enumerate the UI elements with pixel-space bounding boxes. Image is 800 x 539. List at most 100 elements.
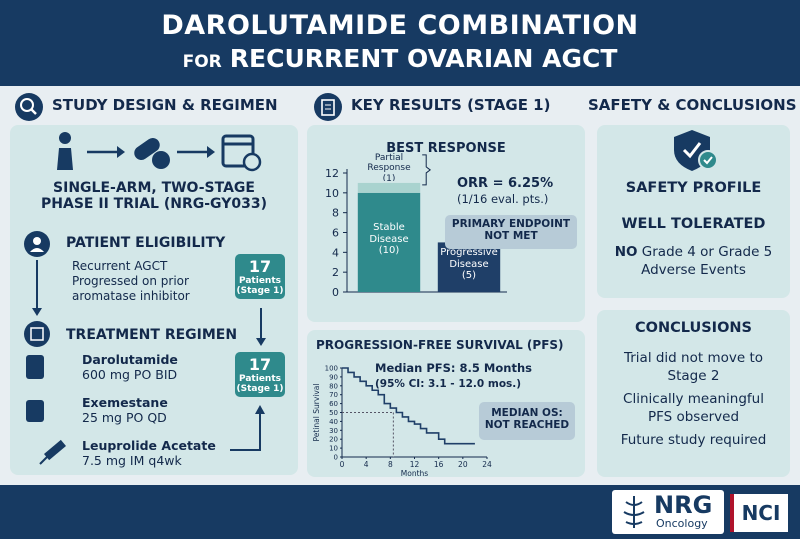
org: NRG (654, 491, 713, 519)
y-tick-label: 6 (332, 227, 339, 240)
syringe-icon (39, 439, 66, 465)
y-tick-label: 60 (329, 400, 338, 408)
y-tick-label: 40 (329, 418, 338, 426)
endpoint-box: PRIMARY ENDPOINT NOT MET (445, 218, 577, 248)
no-emphasis: NO (614, 244, 638, 260)
y-tick-label: 90 (329, 373, 338, 381)
conclusion: Clinically meaningful PFS observed (623, 391, 764, 425)
arrow (256, 308, 266, 346)
shield-icon (674, 130, 718, 171)
segment-label-text: Partial Response (367, 152, 411, 174)
median-pfs: Median PFS: 8.5 Months (375, 361, 532, 375)
bar-label: Stable Disease(10) (358, 222, 420, 266)
subtitle-line: FOR RECURRENT OVARIAN AGCT (0, 44, 800, 73)
survival-curve (342, 367, 475, 445)
y-tick-label: 50 (329, 409, 338, 417)
y-tick-label: 30 (329, 427, 338, 435)
arrow (230, 405, 265, 451)
y-tick-label: 2 (332, 266, 339, 279)
endpoint: PRIMARY ENDPOINT NOT MET (445, 218, 577, 248)
bar-label-box: Progressive Disease (5) (438, 247, 500, 291)
bar-label-box: Stable Disease (10) (358, 222, 420, 266)
badge-label: Patients (Stage 1) (236, 374, 284, 394)
trial-design: SINGLE-ARM, TWO-STAGE PHASE II TRIAL (NRG… (10, 180, 298, 212)
timeline-icons (24, 231, 50, 422)
segment-label-box: Partial Response (1) (354, 153, 424, 181)
bar-chart: BEST RESPONSE 0 2 4 6 8 10 12 Stable Disease(10)… (325, 141, 577, 299)
drug-name: Darolutamide (82, 352, 178, 367)
chart-title: PROGRESSION-FREE SURVIVAL (PFS) (316, 338, 564, 352)
chart-title: BEST RESPONSE (386, 141, 506, 156)
bar-segment (357, 182, 421, 193)
x-label: Months (401, 469, 429, 477)
x-tick-label: 16 (434, 460, 444, 469)
drug-dose: 7.5 mg IM q4wk (82, 453, 182, 468)
conclusion: Trial did not move to Stage 2 (623, 350, 763, 384)
y-tick-label: 4 (332, 246, 339, 259)
events: Grade 4 or Grade 5 Adverse Events (641, 244, 773, 278)
badge-label: Patients (Stage 1) (236, 276, 284, 296)
bar-label: Progressive Disease(5) (438, 247, 500, 291)
eligibility-item: Recurrent AGCT (72, 259, 168, 273)
segment-label: Partial Response(1) (354, 153, 424, 181)
title: DAROLUTAMIDE COMBINATION (161, 10, 639, 41)
regimen-heading: TREATMENT REGIMEN (66, 327, 238, 343)
y-tick-label: 100 (325, 365, 338, 373)
os-box: MEDIAN OS: NOT REACHED (479, 407, 575, 439)
drug: Leuprolide Acetate 7.5 mg IM q4wk (82, 438, 216, 468)
y-label: Petinal Survival (312, 384, 321, 442)
badge-count: 17 (248, 257, 272, 276)
bar-label-text: (10) (378, 245, 400, 257)
os-text: MEDIAN OS: NOT REACHED (484, 407, 570, 432)
subtitle-prefix: FOR (182, 52, 222, 72)
y-tick-label: 8 (332, 207, 339, 220)
trial-line: SINGLE-ARM, TWO-STAGE (53, 180, 255, 196)
conclusions-list: Trial did not move to Stage 2 Clinically… (612, 350, 775, 450)
column-heading: KEY RESULTS (STAGE 1) (351, 96, 551, 114)
y-tick-label: 80 (329, 382, 338, 390)
column-heading: STUDY DESIGN & REGIMEN (52, 96, 278, 114)
y-tick-label: 12 (325, 167, 339, 180)
flow-icons (57, 132, 262, 172)
drug: Exemestane 25 mg PO QD (82, 395, 168, 425)
eligibility-item: Progressed on prior aromatase inhibitor (72, 274, 190, 303)
endpoint-text: PRIMARY ENDPOINT NOT MET (451, 218, 571, 243)
conclusions-panel (597, 310, 790, 477)
y-tick-label: 70 (329, 391, 338, 399)
endpoint-box (445, 215, 577, 249)
os: MEDIAN OS: NOT REACHED (479, 407, 575, 439)
y-tick-label: 0 (334, 454, 338, 462)
segment-label-text: (1) (382, 173, 396, 181)
org-sub: Oncology (656, 517, 708, 530)
drug: Darolutamide 600 mg PO BID (82, 352, 178, 382)
nrg-logo (612, 490, 724, 534)
bar-segment (437, 242, 501, 292)
adverse-events: NO Grade 4 or Grade 5 Adverse Events (605, 244, 782, 279)
x-tick-label: 4 (364, 460, 369, 469)
x-tick-label: 12 (410, 460, 420, 469)
eligibility-list: Recurrent AGCT Progressed on prior aroma… (72, 259, 232, 304)
orr-detail: (1/16 eval. pts.) (457, 192, 548, 206)
y-tick-label: 20 (329, 436, 338, 444)
bar-segment (357, 192, 421, 292)
y-tick-label: 10 (329, 445, 338, 453)
safety-profile: SAFETY PROFILE (625, 180, 762, 196)
bar-label-text: Stable Disease (369, 222, 409, 245)
bracket (422, 154, 432, 186)
badge-count: 17 (248, 355, 272, 374)
search-icon (15, 93, 43, 121)
x-tick-label: 8 (388, 460, 393, 469)
drug-dose: 25 mg PO QD (82, 410, 167, 425)
drug-dose: 600 mg PO BID (82, 367, 178, 382)
partner: NCI (730, 494, 788, 532)
x-tick-label: 20 (458, 460, 468, 469)
os-box (479, 402, 575, 440)
subtitle: RECURRENT OVARIAN AGCT (229, 44, 618, 73)
x-tick-label: 0 (340, 460, 345, 469)
bar-label-text: Progressive Disease (440, 247, 498, 270)
orr: ORR = 6.25% (457, 176, 553, 191)
header (0, 0, 800, 86)
drug-name: Exemestane (82, 395, 168, 410)
